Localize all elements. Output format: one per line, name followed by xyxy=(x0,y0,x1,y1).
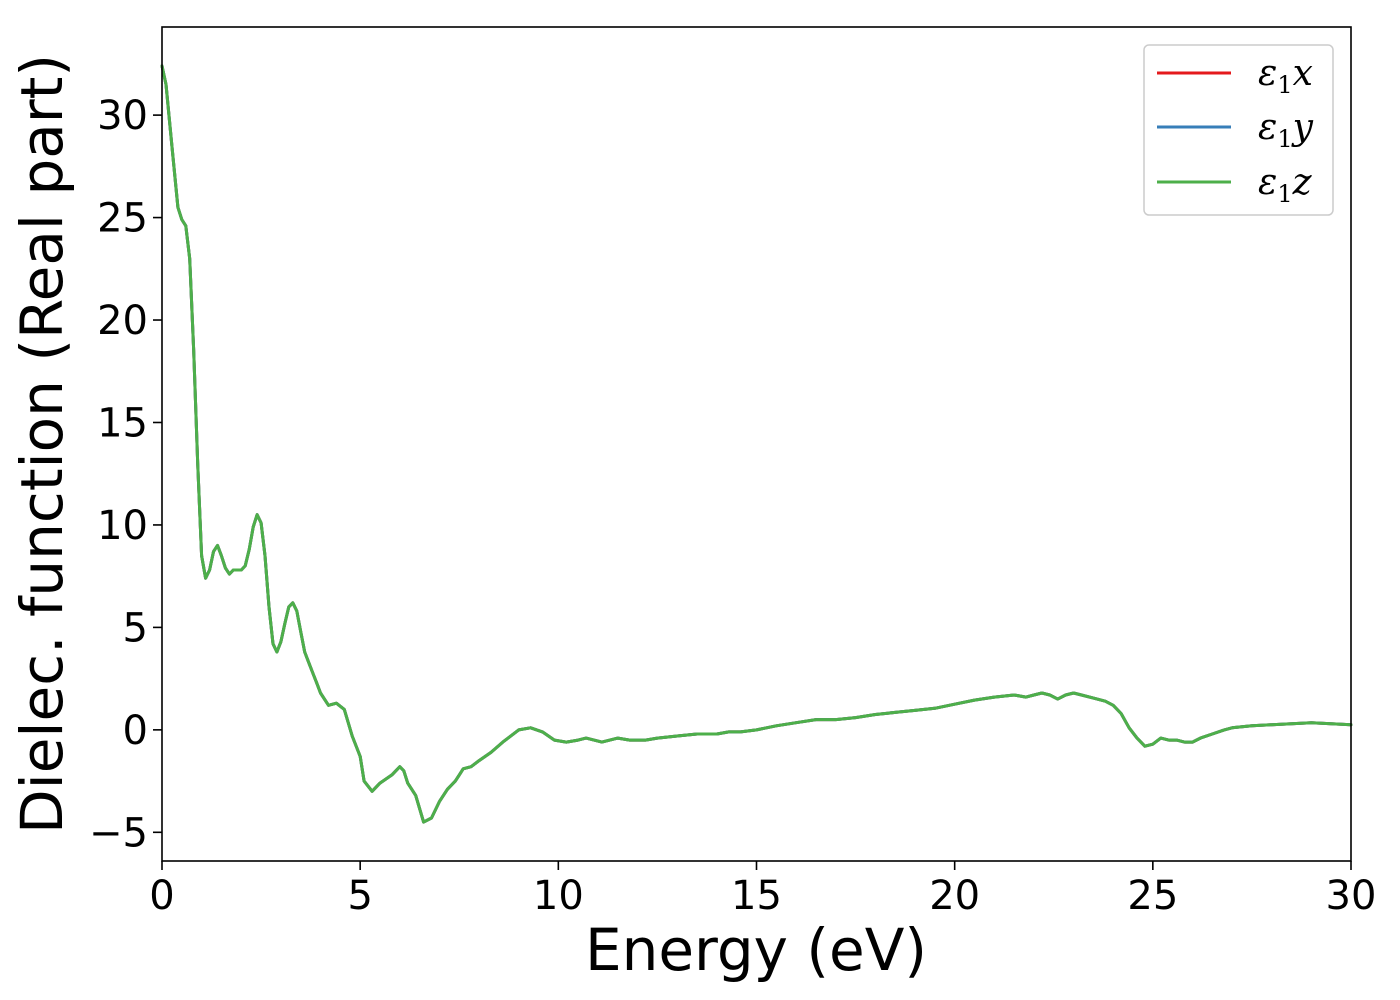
legend-label-y: ε1y xyxy=(1258,107,1314,153)
y-tick-label: 25 xyxy=(97,196,148,242)
y-tick-label: 30 xyxy=(97,93,148,139)
legend-entry-x: ε1x xyxy=(1157,53,1313,99)
x-tick-label: 30 xyxy=(1326,873,1377,919)
x-tick-label: 15 xyxy=(731,873,782,919)
x-axis-title: Energy (eV) xyxy=(585,916,927,984)
x-tick-label: 25 xyxy=(1127,873,1178,919)
legend-label-z: ε1z xyxy=(1258,162,1313,208)
x-tick-label: 5 xyxy=(347,873,372,919)
x-tick-label: 20 xyxy=(929,873,980,919)
y-tick-label: 10 xyxy=(97,503,148,549)
y-tick-label: 0 xyxy=(123,708,148,754)
y-tick-label: −5 xyxy=(89,810,148,856)
legend: ε1x ε1y ε1z xyxy=(1143,44,1334,216)
y-tick-label: 20 xyxy=(97,298,148,344)
legend-label-x: ε1x xyxy=(1258,53,1313,99)
y-axis-title: Dielec. function (Real part) xyxy=(8,54,76,834)
series-line-z xyxy=(160,64,1353,824)
y-axis: −5 0 5 10 15 20 25 30 xyxy=(89,93,162,856)
legend-entry-y: ε1y xyxy=(1157,107,1314,153)
x-axis: 0 5 10 15 20 25 30 xyxy=(149,861,1376,919)
x-tick-label: 0 xyxy=(149,873,174,919)
series-layer xyxy=(160,64,1353,824)
y-tick-label: 5 xyxy=(123,605,148,651)
y-tick-label: 15 xyxy=(97,400,148,446)
legend-box xyxy=(1143,44,1334,216)
x-tick-label: 10 xyxy=(533,873,584,919)
legend-entry-z: ε1z xyxy=(1157,162,1313,208)
